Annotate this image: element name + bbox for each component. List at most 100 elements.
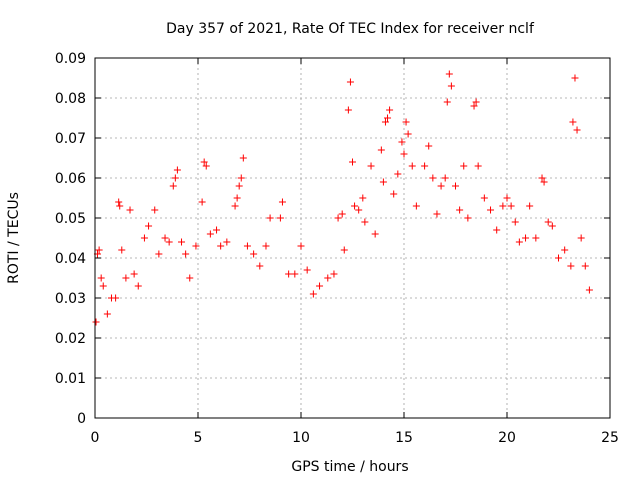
y-axis-label: ROTI / TECUs: [6, 192, 22, 284]
data-point: [464, 214, 472, 222]
data-point: [151, 206, 159, 214]
y-tick-label: 0.09: [55, 51, 86, 67]
data-point: [511, 218, 519, 226]
data-point: [116, 202, 124, 210]
data-point: [112, 294, 120, 302]
data-point: [386, 106, 394, 114]
data-point: [394, 170, 402, 178]
data-point: [437, 182, 445, 190]
data-point: [456, 206, 464, 214]
data-point: [330, 270, 338, 278]
data-point: [441, 174, 449, 182]
data-point: [499, 202, 507, 210]
data-point: [309, 290, 317, 298]
data-point: [182, 250, 190, 258]
data-point: [493, 226, 501, 234]
data-point: [231, 202, 239, 210]
x-axis-label: GPS time / hours: [291, 459, 408, 475]
data-point: [452, 182, 459, 190]
data-point: [359, 194, 367, 202]
data-point: [567, 262, 575, 270]
data-point: [544, 218, 552, 226]
data-point: [573, 126, 581, 134]
data-point: [192, 242, 200, 250]
data-point: [130, 270, 138, 278]
y-tick-label: 0.03: [55, 291, 86, 307]
data-point: [571, 74, 579, 82]
y-tick-label: 0.05: [55, 211, 86, 227]
data-point: [316, 282, 324, 290]
data-point: [561, 246, 569, 254]
data-point: [412, 202, 420, 210]
data-point: [349, 158, 356, 166]
data-point: [200, 158, 208, 166]
plot-frame: [94, 57, 611, 419]
data-point: [569, 118, 577, 126]
data-point: [429, 174, 437, 182]
data-point: [522, 234, 530, 242]
data-point: [145, 222, 153, 230]
data-point: [165, 238, 173, 246]
data-point: [256, 262, 264, 270]
data-point: [474, 162, 482, 170]
data-point: [538, 174, 546, 182]
data-point: [379, 178, 387, 186]
data-point: [291, 270, 299, 278]
data-point: [515, 238, 523, 246]
data-point: [118, 246, 126, 254]
data-point: [400, 150, 408, 158]
data-point: [421, 162, 429, 170]
y-tick-label: 0.08: [55, 91, 86, 107]
data-point: [507, 202, 515, 210]
data-point: [171, 174, 179, 182]
x-axis-ticks: 0 5 10 15 20 25: [91, 58, 619, 446]
grid-lines: [95, 58, 610, 418]
data-point: [169, 182, 177, 190]
data-point: [344, 106, 352, 114]
data-point: [297, 242, 305, 250]
data-point: [425, 142, 433, 150]
y-tick-label: 0.02: [55, 331, 86, 347]
data-point: [340, 246, 348, 254]
data-point: [235, 182, 243, 190]
data-point: [134, 282, 142, 290]
data-point: [202, 162, 210, 170]
data-point: [371, 230, 379, 238]
data-point: [402, 118, 410, 126]
data-point: [351, 202, 359, 210]
data-point: [324, 274, 332, 282]
data-point: [303, 266, 311, 274]
data-point: [338, 210, 346, 218]
data-point: [540, 178, 548, 186]
data-point: [381, 118, 389, 126]
data-point: [487, 206, 495, 214]
data-point: [276, 214, 284, 222]
data-point: [237, 174, 245, 182]
data-point: [97, 274, 105, 282]
x-tick-label: 10: [292, 430, 310, 446]
data-point: [398, 138, 406, 146]
data-point: [503, 194, 511, 202]
data-point: [155, 250, 163, 258]
x-tick-label: 0: [91, 430, 100, 446]
data-point: [161, 234, 169, 242]
data-point: [122, 274, 130, 282]
data-point: [367, 162, 375, 170]
data-point: [250, 250, 258, 258]
data-point: [480, 194, 488, 202]
data-point: [404, 130, 412, 138]
data-point: [447, 82, 455, 90]
y-tick-label: 0.04: [55, 251, 86, 267]
data-point: [262, 242, 270, 250]
data-point: [285, 270, 293, 278]
data-point: [548, 222, 556, 230]
data-point: [223, 238, 231, 246]
data-point: [526, 202, 534, 210]
data-point: [115, 198, 123, 206]
data-point: [355, 206, 363, 214]
data-point: [99, 282, 107, 290]
data-point: [92, 318, 100, 326]
data-point: [213, 226, 221, 234]
